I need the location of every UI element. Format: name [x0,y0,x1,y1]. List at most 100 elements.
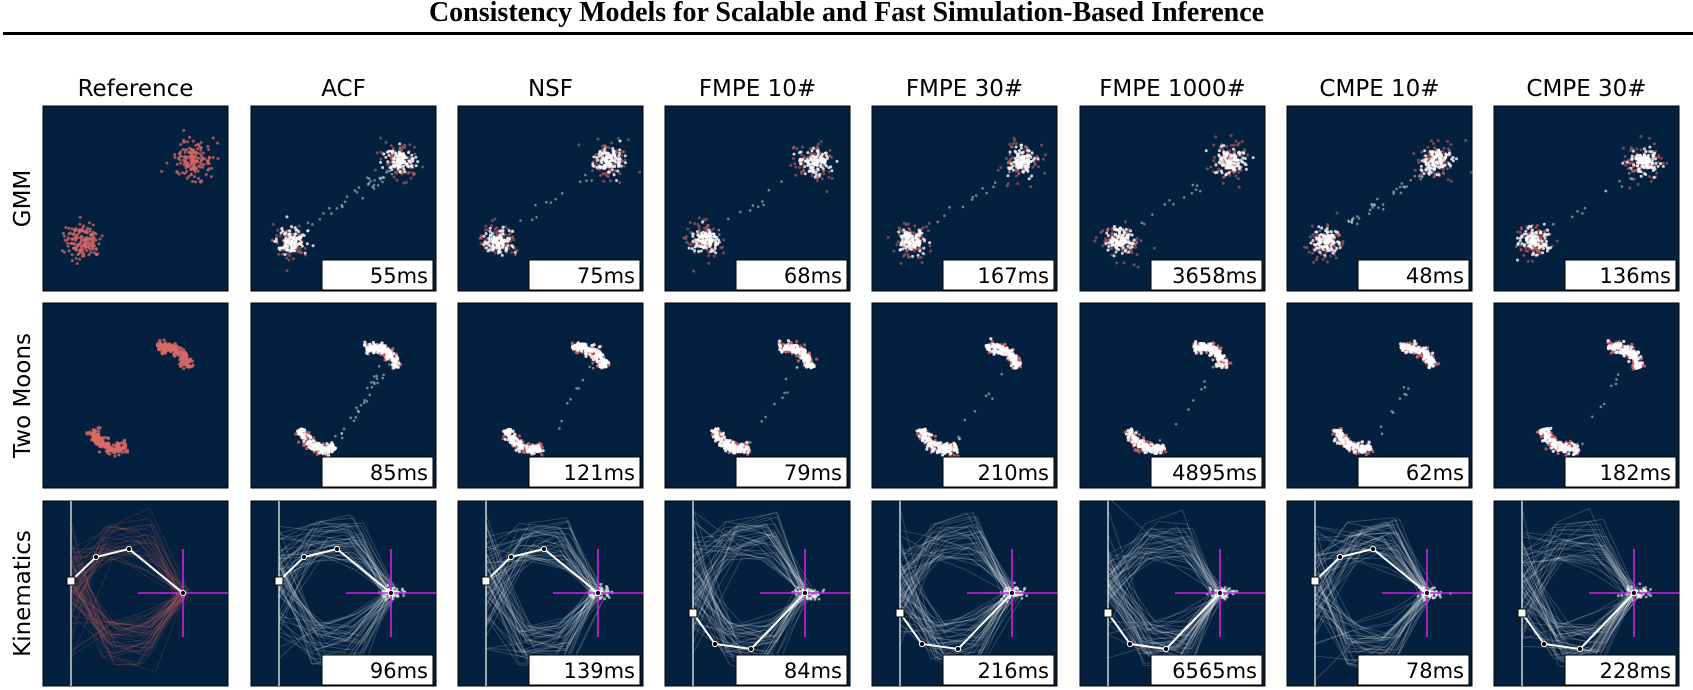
sample-point [523,450,527,454]
sample-point [688,221,692,225]
sample-point [416,160,420,164]
sample-point [398,142,402,146]
sample-point [375,151,379,155]
sample-point [1107,244,1111,248]
sample-point [602,179,606,183]
sample-point [1536,237,1540,241]
sample-point [1126,230,1130,234]
sample-point [1545,249,1549,253]
sample-point [294,228,298,232]
sample-point [510,250,514,254]
sample-point [608,160,612,164]
sample-point [370,385,374,389]
sample-point [1120,236,1124,240]
sample-point [393,357,398,361]
sample-point [1011,164,1015,168]
sample-point [514,448,518,452]
sample-point [1115,245,1119,249]
sample-point [1540,239,1544,243]
sample-point [613,159,617,163]
sample-point [687,246,691,250]
sample-point [1426,145,1430,149]
sample-point [603,147,607,151]
sample-point [88,243,92,247]
sample-point [611,146,615,150]
sample-point [396,164,400,168]
sample-point [594,350,599,355]
sample-point [357,186,361,189]
sample-point [211,136,215,140]
sample-point [897,232,901,236]
sample-point [182,140,186,144]
sample-point [1555,239,1559,243]
sample-point [777,343,781,347]
sample-point [817,142,821,146]
sample-point [811,146,815,150]
sample-point [78,257,82,261]
sample-point [298,246,302,250]
sample-point [713,246,717,250]
sample-point [182,128,186,132]
sample-point [62,250,66,254]
sample-point [1236,163,1240,167]
sample-point [898,248,902,252]
sample-point [1325,247,1329,251]
sample-point [1233,162,1237,166]
sample-point [163,345,167,349]
sample-point [120,441,124,445]
panel [42,105,229,292]
sample-point [113,454,117,458]
sample-point [792,145,796,149]
sample-point [606,156,610,160]
sample-point [495,226,499,230]
sample-point [385,171,388,174]
sample-point [909,247,913,251]
sample-point [1122,233,1126,237]
sample-point [1432,171,1436,175]
sample-point [115,449,119,453]
sample-point [1008,153,1012,157]
sample-point [1225,166,1229,170]
sample-point [712,227,716,231]
sample-point [601,358,605,362]
sample-point [1420,159,1424,163]
sample-point [281,229,285,233]
sample-point [342,427,346,431]
sample-point [487,236,491,240]
sample-point [801,145,805,149]
sample-point [821,152,825,156]
sample-point [767,188,771,192]
sample-point [392,175,396,179]
sample-point [79,238,83,242]
sample-point [282,232,286,236]
sample-point [1392,192,1395,195]
sample-point [210,166,214,170]
sample-point [288,254,292,258]
sample-point [820,177,824,181]
sample-point [1308,235,1312,239]
sample-point [618,172,622,176]
sample-point [303,246,307,250]
sample-point [63,238,67,242]
sample-point [375,377,379,380]
sample-point [1225,144,1229,148]
sample-point [912,240,916,244]
sample-point [82,224,86,228]
sample-point [393,170,397,174]
sample-point [1105,231,1109,235]
sample-point [717,228,721,232]
sample-point [1044,153,1048,157]
sample-point [393,365,397,369]
sample-point [1524,249,1528,253]
panel: 136ms [1493,105,1680,292]
sample-point [201,151,205,155]
sample-point [391,149,395,153]
sample-point [1020,151,1024,155]
sample-point [538,448,542,452]
sample-point [1123,220,1127,224]
row-label: GMM [10,170,36,228]
sample-point [493,236,497,240]
sample-point [72,236,76,240]
sample-point [1236,143,1240,147]
sample-point [1243,161,1247,165]
